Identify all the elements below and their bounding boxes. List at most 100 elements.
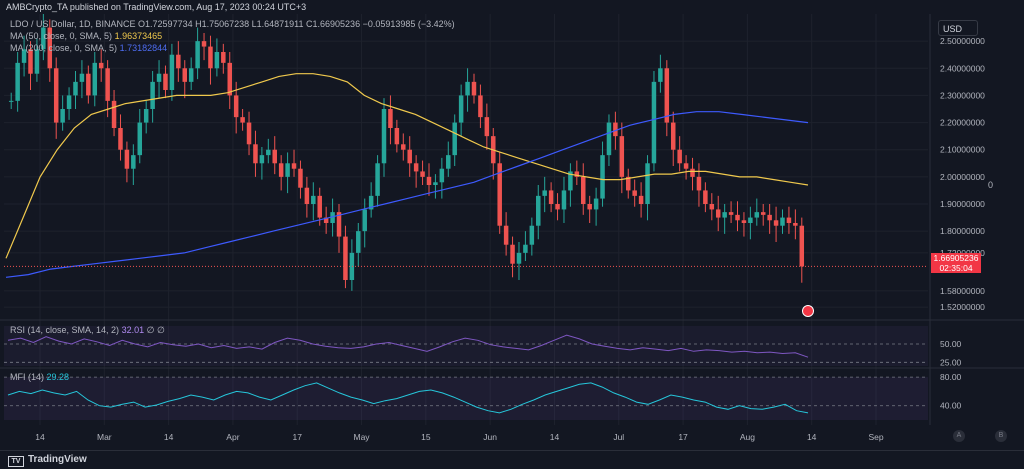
candle-body [111, 100, 117, 128]
ma200-line [5, 111, 809, 278]
time-axis-label: May [354, 432, 371, 442]
candle-body [285, 163, 290, 177]
candle-body [413, 163, 419, 172]
legend-ma50-label: MA (50, close, 0, SMA, 5) [10, 31, 113, 41]
candle-body [683, 163, 689, 169]
publish-header: AMBCrypto_TA published on TradingView.co… [0, 0, 1024, 14]
candle-body [780, 217, 785, 226]
candle-body [613, 122, 618, 137]
candle-body [291, 163, 297, 169]
candle-body [767, 214, 772, 221]
legend-ma50: MA (50, close, 0, SMA, 5) 1.96373465 [10, 30, 455, 42]
candle-body [233, 95, 239, 118]
candle-body [311, 195, 316, 204]
candle-body [632, 190, 637, 196]
candle-body [240, 117, 245, 123]
candle-body [484, 117, 490, 137]
mfi-axis-label: 80.00 [940, 372, 962, 382]
price-axis-label: 2.30000000 [940, 90, 985, 100]
candle-body [735, 214, 740, 221]
time-axis-label: Apr [226, 432, 239, 442]
candle-body [60, 109, 65, 123]
candle-body [523, 244, 528, 253]
candle-body [561, 190, 567, 210]
candle-body [658, 68, 663, 82]
tradingview-logo-icon: TV [8, 456, 24, 467]
candle-body [92, 62, 98, 96]
candle-body [246, 122, 252, 145]
currency-button[interactable]: USD [938, 20, 978, 36]
time-axis-label: Mar [97, 432, 112, 442]
candle-body [298, 168, 303, 188]
candle-body [105, 68, 110, 101]
mfi-axis-label: 40.00 [940, 401, 962, 411]
mfi-line [7, 382, 809, 414]
candle-body [529, 225, 535, 245]
candle-body [587, 204, 592, 210]
candle-body [728, 212, 734, 215]
tradingview-logo[interactable]: TV TradingView [8, 454, 87, 467]
candle-body [304, 187, 310, 204]
rsi-legend-label: RSI (14, close, SMA, 14, 2) [10, 325, 120, 335]
candle-body [86, 73, 91, 96]
candle-body [41, 27, 46, 50]
time-axis-label: 17 [678, 432, 688, 442]
candle-body [619, 136, 625, 177]
candle-body [182, 68, 188, 82]
candle-body [336, 212, 342, 237]
candle-body [574, 171, 580, 177]
candle-body [394, 128, 400, 145]
candle-body [793, 223, 798, 226]
candle-body [593, 198, 599, 210]
rsi-legend: RSI (14, close, SMA, 14, 2) 32.01 ∅ ∅ [10, 325, 165, 336]
candle-body [401, 144, 406, 150]
rsi-legend-extra: ∅ ∅ [146, 325, 165, 335]
candle-body [156, 73, 162, 82]
candle-body [375, 163, 380, 196]
candle-body [98, 62, 104, 69]
candle-body [748, 217, 753, 223]
rsi-axis-label: 50.00 [940, 339, 962, 349]
price-chart[interactable]: 14 Mar 14 Apr 17 May 15 Jun 14 Jul 17 Aug 14 Sep 1.520… [0, 0, 1024, 450]
candle-body [773, 220, 779, 226]
candle-body [66, 95, 72, 109]
candle-body [600, 155, 605, 199]
candle-body [606, 122, 612, 156]
time-axis-label: 14 [807, 432, 817, 442]
candle-body [195, 41, 200, 69]
candle-body [664, 68, 670, 123]
candle-body [651, 81, 657, 164]
price-axis-label: 2.40000000 [940, 63, 985, 73]
tradingview-brand: TradingView [28, 454, 87, 465]
candle-body [163, 73, 168, 90]
candle-body [381, 109, 387, 164]
candle-body [497, 163, 502, 226]
time-axis-label: Sep [868, 432, 883, 442]
price-axis-label: 2.10000000 [940, 145, 985, 155]
candle-body [208, 46, 213, 69]
candle-body [28, 49, 33, 74]
log-scale-button[interactable]: B [995, 430, 1007, 442]
price-axis-label: 2.20000000 [940, 118, 985, 128]
candle-body [227, 62, 232, 96]
candle-body [362, 209, 367, 232]
rsi-band [4, 326, 928, 366]
candle-body [690, 168, 695, 177]
candle-body [458, 95, 464, 123]
candle-body [47, 27, 53, 69]
candle-body [696, 176, 702, 191]
legend-symbol-line: LDO / US Dollar, 1D, BINANCE O1.72597734… [10, 19, 455, 29]
candle-body [323, 217, 329, 223]
news-flag-icon[interactable] [802, 305, 814, 317]
candle-body [536, 195, 541, 226]
candle-body [330, 212, 335, 223]
candle-body [278, 163, 284, 177]
candle-body [677, 149, 682, 164]
candle-body [786, 217, 792, 223]
price-axis-label: 1.58000000 [940, 286, 985, 296]
candle-body [645, 163, 650, 204]
candle-body [79, 73, 85, 82]
candle-body [221, 52, 226, 63]
auto-scale-button[interactable]: A [953, 430, 965, 442]
candle-body [368, 195, 374, 210]
